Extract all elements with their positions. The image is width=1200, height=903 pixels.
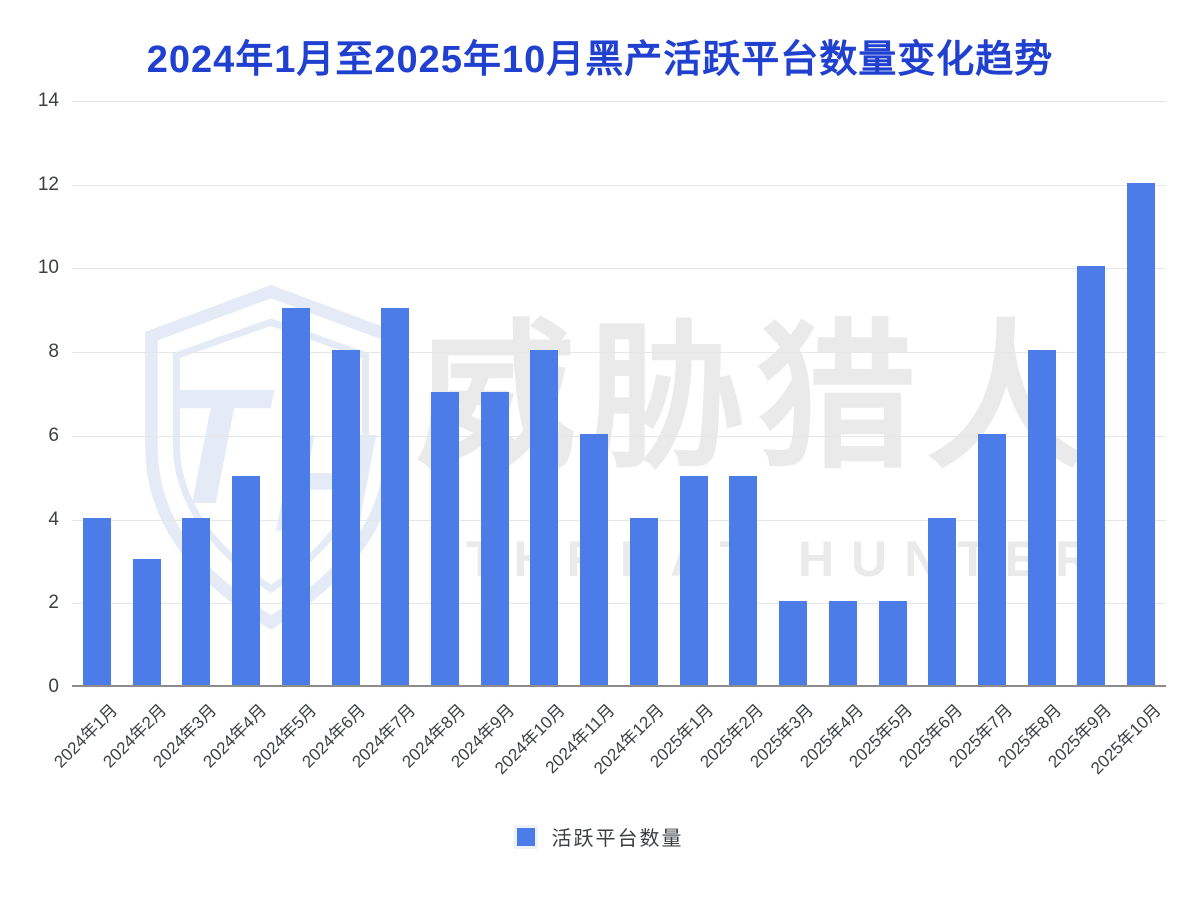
bar-2025年2月[interactable]: [729, 475, 758, 685]
bar-2024年1月[interactable]: [82, 517, 111, 685]
bar-2024年11月[interactable]: [580, 433, 609, 685]
bar-2025年3月[interactable]: [779, 601, 808, 685]
gridline-y10: [72, 268, 1166, 270]
gridline-y4: [72, 519, 1166, 521]
legend[interactable]: 活跃平台数量: [0, 822, 1200, 851]
bar-2024年3月[interactable]: [182, 517, 211, 685]
chart-title: 2024年1月至2025年10月黑产活跃平台数量变化趋势: [146, 39, 1054, 81]
y-tick-label-4: 4: [48, 508, 59, 530]
bar-2025年6月[interactable]: [928, 517, 957, 685]
bar-2024年7月[interactable]: [381, 308, 410, 685]
bar-2025年10月[interactable]: [1127, 182, 1156, 685]
bar-2025年9月[interactable]: [1077, 266, 1106, 685]
gridline-y2: [72, 603, 1166, 605]
gridline-y12: [72, 184, 1166, 186]
legend-label: 活跃平台数量: [551, 828, 684, 850]
plot-area: 2024年1月 2024年2月 2024年3月 2024年4月 2024年5月 2024年…: [38, 90, 1166, 778]
bar-2024年8月[interactable]: [430, 392, 459, 685]
bar-2025年7月[interactable]: [977, 433, 1006, 685]
y-tick-label-10: 10: [37, 257, 59, 279]
bar-2024年6月[interactable]: [331, 350, 360, 685]
y-tick-label-14: 14: [37, 90, 59, 111]
bar-2025年8月[interactable]: [1027, 350, 1056, 685]
bar-2025年5月[interactable]: [878, 601, 907, 685]
bar-2025年1月[interactable]: [679, 475, 708, 685]
legend-swatch-icon: [516, 827, 535, 846]
gridline-y8: [72, 352, 1166, 354]
bar-2025年4月[interactable]: [828, 601, 857, 685]
y-tick-label-0: 0: [48, 676, 59, 697]
bar-2024年4月[interactable]: [232, 475, 261, 685]
x-axis-labels: 2024年1月 2024年2月 2024年3月 2024年4月 2024年5月 2024年…: [50, 697, 1166, 817]
bar-2024年2月[interactable]: [132, 559, 161, 685]
x-axis-line: [72, 685, 1166, 687]
y-tick-label-2: 2: [48, 592, 59, 614]
gridline-y14: [72, 101, 1166, 102]
bar-2024年9月[interactable]: [480, 392, 509, 685]
bar-2024年12月[interactable]: [629, 517, 658, 685]
bar-2024年5月[interactable]: [281, 308, 310, 685]
y-tick-label-8: 8: [48, 341, 59, 363]
bar-2024年10月[interactable]: [530, 350, 559, 685]
gridline-y6: [72, 435, 1166, 437]
y-tick-label-6: 6: [48, 424, 59, 446]
y-tick-label-12: 12: [37, 173, 59, 195]
